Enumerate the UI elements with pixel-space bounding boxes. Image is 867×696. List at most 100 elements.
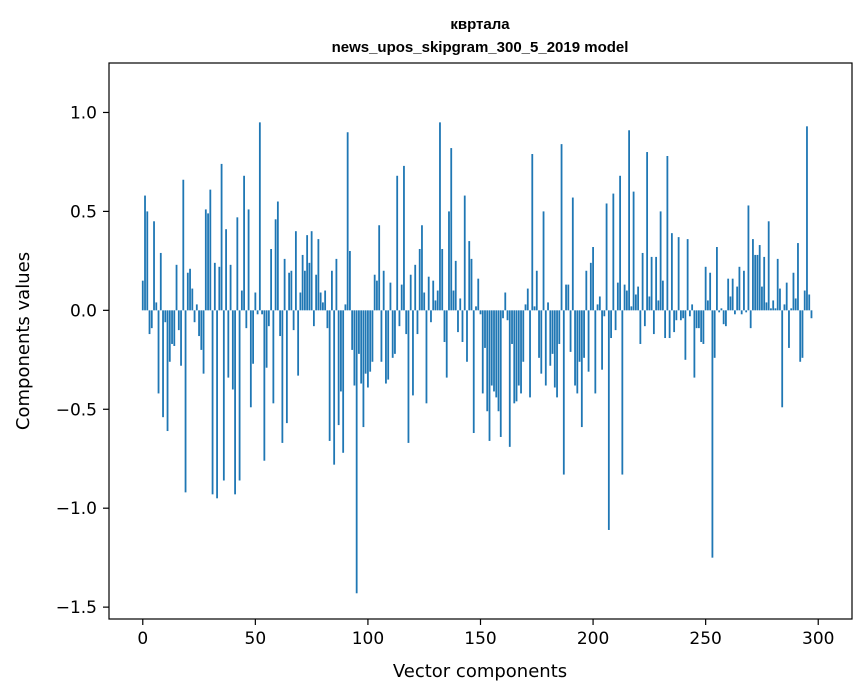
plot-frame: [108, 62, 853, 620]
bar: [731, 278, 734, 311]
x-tick-label: 100: [352, 629, 384, 649]
bar: [443, 310, 446, 342]
bar: [538, 310, 540, 358]
bar: [547, 302, 549, 311]
bar: [389, 282, 392, 311]
bar: [774, 308, 777, 311]
bar: [535, 270, 538, 311]
bar: [421, 225, 423, 311]
bar: [794, 298, 797, 311]
bar: [621, 310, 624, 475]
bar: [364, 310, 367, 374]
bar: [754, 254, 757, 311]
bar: [583, 310, 585, 358]
bar: [684, 310, 687, 360]
bar: [603, 310, 606, 317]
bar: [801, 310, 804, 358]
bar: [779, 288, 781, 311]
bar: [738, 266, 741, 311]
bar: [709, 272, 712, 311]
bar: [691, 304, 694, 311]
bar: [605, 203, 608, 311]
bar: [317, 239, 320, 311]
bar: [585, 270, 588, 311]
bar: [749, 310, 752, 329]
x-tick-label: 300: [802, 629, 834, 649]
bar: [252, 310, 254, 364]
bar: [677, 237, 680, 311]
x-tick-label: 200: [577, 629, 609, 649]
bar: [592, 247, 594, 311]
bar: [693, 310, 696, 378]
bar: [240, 290, 243, 311]
bar: [734, 310, 736, 315]
bar: [335, 258, 338, 311]
bar: [355, 310, 358, 594]
bar: [342, 310, 345, 453]
bar: [704, 266, 707, 311]
bar: [470, 258, 473, 311]
bar: [457, 310, 459, 333]
bar: [747, 205, 750, 311]
bar: [385, 310, 387, 384]
bar: [279, 310, 282, 337]
bar: [310, 231, 313, 311]
bar: [256, 310, 259, 315]
bar: [157, 310, 160, 394]
bar: [799, 310, 802, 362]
bar: [729, 296, 732, 311]
bar: [461, 310, 464, 342]
bar: [175, 264, 178, 311]
bar: [630, 306, 633, 311]
bar: [378, 225, 381, 311]
bar: [159, 252, 162, 311]
bar: [326, 310, 329, 329]
bar: [450, 148, 453, 311]
bar: [249, 310, 252, 408]
bar: [360, 310, 363, 384]
bar: [274, 219, 277, 311]
bar: [207, 213, 209, 311]
bar: [294, 231, 297, 311]
bar: [533, 306, 536, 311]
bar: [423, 292, 426, 311]
bar: [553, 310, 556, 388]
bar: [407, 310, 410, 443]
bar: [229, 264, 232, 311]
bar: [596, 304, 599, 311]
bar: [720, 308, 723, 311]
bar: [285, 310, 288, 424]
bar: [234, 310, 236, 495]
bar: [569, 310, 572, 352]
bar: [340, 310, 342, 392]
bar: [571, 197, 574, 311]
bar: [614, 310, 617, 331]
bar: [740, 310, 743, 315]
bar: [616, 282, 619, 311]
bar: [727, 278, 730, 311]
bar: [486, 310, 489, 412]
bar: [643, 310, 646, 327]
bar: [380, 310, 383, 362]
bar: [463, 195, 466, 311]
bar: [198, 310, 200, 337]
bar: [186, 272, 189, 311]
bar: [646, 152, 649, 311]
bar: [675, 310, 678, 321]
bar: [141, 280, 144, 311]
bar: [790, 308, 793, 311]
bar: [394, 310, 396, 354]
bar: [193, 310, 196, 323]
bar: [439, 122, 441, 311]
bar: [222, 310, 225, 481]
bar: [806, 126, 808, 311]
bar: [184, 310, 187, 493]
bar: [650, 256, 653, 311]
bar: [321, 302, 324, 311]
bar: [810, 310, 813, 319]
bar: [191, 288, 194, 311]
bar: [218, 266, 221, 311]
bar: [688, 310, 691, 317]
bar: [173, 310, 176, 346]
bar: [517, 310, 520, 386]
